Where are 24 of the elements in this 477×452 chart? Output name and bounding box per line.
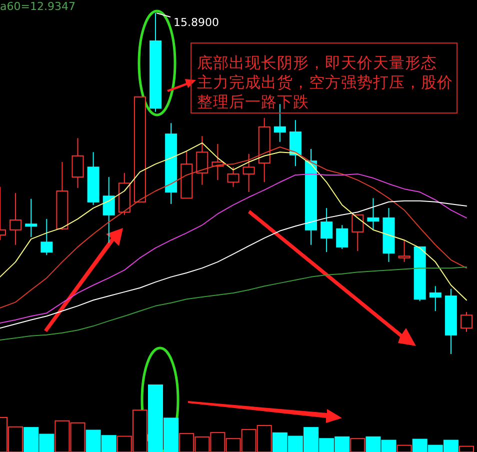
candlestick	[25, 198, 38, 238]
candlestick	[460, 312, 472, 332]
candlestick	[320, 208, 333, 253]
candlestick	[429, 286, 442, 312]
candlestick	[227, 166, 240, 188]
annotation: a60=12.9347	[0, 0, 76, 13]
candlestick	[352, 214, 364, 252]
candlestick	[336, 224, 348, 250]
candlestick	[242, 153, 255, 193]
candlestick	[10, 192, 22, 246]
bar	[459, 446, 474, 452]
annotation: 15.8900	[174, 16, 219, 29]
candlestick	[72, 138, 84, 188]
candlestick	[196, 136, 208, 186]
annotation: 底部出现长阴形，即天价天量形态	[197, 54, 437, 72]
candlestick	[289, 120, 302, 167]
bar	[350, 438, 366, 452]
candlestick	[398, 240, 410, 262]
annotation: 主力完成出货，空方强势打压，股价	[197, 74, 453, 92]
annotation: 整理后一路下跌	[197, 93, 309, 111]
candlestick	[40, 218, 53, 256]
bar	[396, 444, 412, 452]
candlestick	[367, 198, 380, 230]
candlestick	[102, 176, 115, 244]
